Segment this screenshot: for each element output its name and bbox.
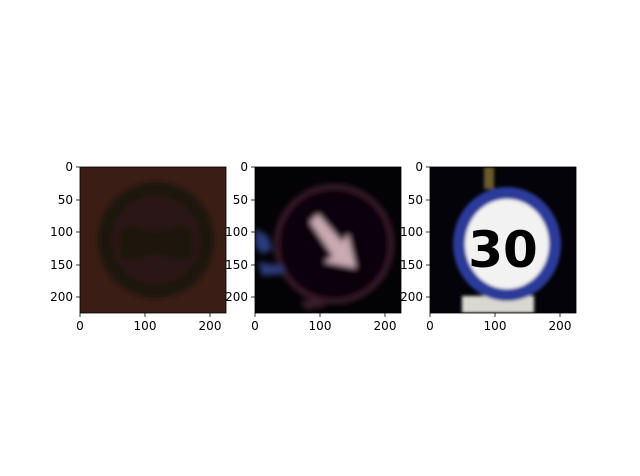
x-tick-label: 200: [549, 319, 572, 333]
x-axis-2: 0 100 200: [251, 313, 396, 333]
image-keep-right-sign: [255, 167, 401, 313]
y-tick-label: 100: [50, 225, 73, 239]
image-no-overtaking-sign: [80, 167, 226, 313]
y-tick-label: 150: [50, 258, 73, 272]
x-tick-label: 0: [251, 319, 259, 333]
x-axis-3: 0 100 200: [426, 313, 571, 333]
x-tick-label: 0: [426, 319, 434, 333]
x-tick-label: 200: [199, 319, 222, 333]
y-tick-label: 0: [415, 160, 423, 174]
y-axis-1: 0 50 100 150 200: [50, 160, 80, 304]
speed-limit-digits: 30: [468, 221, 538, 279]
y-tick-label: 100: [400, 225, 423, 239]
y-tick-label: 100: [225, 225, 248, 239]
y-tick-label: 50: [408, 193, 423, 207]
x-tick-label: 0: [76, 319, 84, 333]
x-tick-label: 100: [309, 319, 332, 333]
y-tick-label: 200: [400, 290, 423, 304]
image-speed-limit-30-sign: 30: [430, 167, 576, 313]
y-tick-label: 0: [240, 160, 248, 174]
axes-frame-1: [79, 166, 227, 314]
x-tick-label: 100: [484, 319, 507, 333]
y-tick-label: 200: [225, 290, 248, 304]
panel-2: 0 100 200 0 50 100 150 200: [225, 160, 402, 333]
x-axis-1: 0 100 200: [76, 313, 221, 333]
x-tick-label: 200: [374, 319, 397, 333]
y-tick-label: 0: [65, 160, 73, 174]
panel-1: 0 100 200 0 50 100 150 200: [50, 160, 227, 333]
y-tick-label: 200: [50, 290, 73, 304]
panel-3: 30 0 100 200 0 50 100 150 200: [400, 160, 577, 333]
y-tick-label: 50: [233, 193, 248, 207]
y-axis-3: 0 50 100 150 200: [400, 160, 430, 304]
x-tick-label: 100: [134, 319, 157, 333]
axes-frame-2: [254, 166, 402, 314]
y-axis-2: 0 50 100 150 200: [225, 160, 255, 304]
y-tick-label: 150: [225, 258, 248, 272]
axes-frame-3: [429, 166, 577, 314]
y-tick-label: 50: [58, 193, 73, 207]
y-tick-label: 150: [400, 258, 423, 272]
